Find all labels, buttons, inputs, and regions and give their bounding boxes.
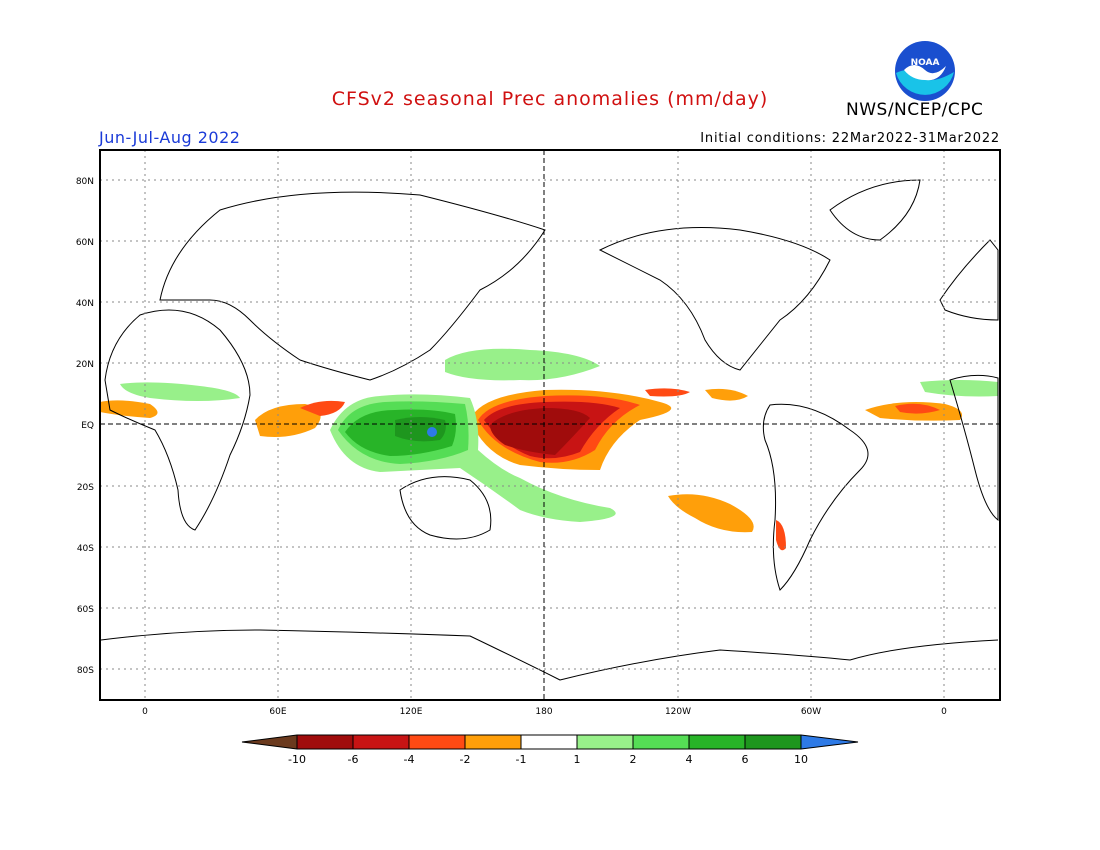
lat-label: 60S bbox=[77, 605, 94, 615]
anomaly-m2-6 bbox=[668, 494, 754, 533]
lat-label: 40S bbox=[77, 544, 94, 554]
season-label: Jun-Jul-Aug 2022 bbox=[99, 128, 241, 147]
anomaly-m2-7 bbox=[645, 388, 690, 397]
initial-conditions-label: Initial conditions: 22Mar2022-31Mar2022 bbox=[700, 131, 1000, 146]
lat-axis: 80N 60N 40N 20N EQ 20S 40S 60S 80S bbox=[76, 177, 94, 676]
lat-label: 80S bbox=[77, 666, 94, 676]
map-frame bbox=[99, 149, 1001, 701]
agency-label: NWS/NCEP/CPC bbox=[846, 100, 984, 120]
anomaly-m2-9 bbox=[705, 388, 748, 401]
coast-greenland bbox=[829, 179, 921, 241]
lon-label: 120W bbox=[665, 707, 691, 717]
lon-label: 120E bbox=[400, 707, 423, 717]
anomaly-gt10-1 bbox=[427, 427, 437, 437]
anomaly-m10-1 bbox=[490, 408, 590, 455]
coastlines bbox=[100, 179, 999, 681]
logo-text: NOAA bbox=[911, 58, 940, 68]
coast-australia bbox=[399, 476, 492, 540]
lat-label: 60N bbox=[76, 238, 94, 248]
anomaly-p6-1 bbox=[395, 417, 446, 442]
lon-label: 60E bbox=[269, 707, 286, 717]
anomaly-fields bbox=[100, 348, 998, 551]
lon-axis: 0 60E 120E 180 120W 60W 0 bbox=[142, 707, 947, 717]
anomaly-m2-8 bbox=[776, 520, 786, 551]
lon-label: 60W bbox=[801, 707, 821, 717]
lat-label: 20S bbox=[77, 483, 94, 493]
coast-north-america bbox=[598, 227, 831, 371]
lat-label: EQ bbox=[81, 421, 94, 431]
anomaly-m2-3 bbox=[300, 400, 345, 416]
anomaly-p1-2 bbox=[445, 348, 600, 381]
coast-europe-west bbox=[939, 239, 999, 321]
map-title: CFSv2 seasonal Prec anomalies (mm/day) bbox=[331, 88, 769, 110]
anomaly-m2-5 bbox=[100, 400, 158, 418]
coast-antarctica bbox=[100, 629, 999, 681]
lat-label: 20N bbox=[76, 360, 94, 370]
anomaly-p1-3 bbox=[120, 382, 240, 401]
anomaly-m2-2 bbox=[255, 404, 321, 437]
lon-label: 0 bbox=[941, 707, 947, 717]
lon-label: 180 bbox=[535, 707, 552, 717]
lon-label: 0 bbox=[142, 707, 148, 717]
lat-label: 80N bbox=[76, 177, 94, 187]
coast-africa bbox=[104, 309, 251, 531]
anomaly-p1-4 bbox=[920, 380, 998, 397]
coast-eurasia bbox=[159, 191, 546, 381]
gridlines bbox=[100, 150, 1000, 700]
coast-africa-east bbox=[949, 374, 999, 522]
noaa-logo: NOAA bbox=[895, 41, 955, 101]
lat-label: 40N bbox=[76, 299, 94, 309]
coast-south-america bbox=[762, 403, 869, 591]
reference-lines bbox=[100, 150, 1000, 700]
anomaly-m4-2 bbox=[895, 403, 940, 414]
